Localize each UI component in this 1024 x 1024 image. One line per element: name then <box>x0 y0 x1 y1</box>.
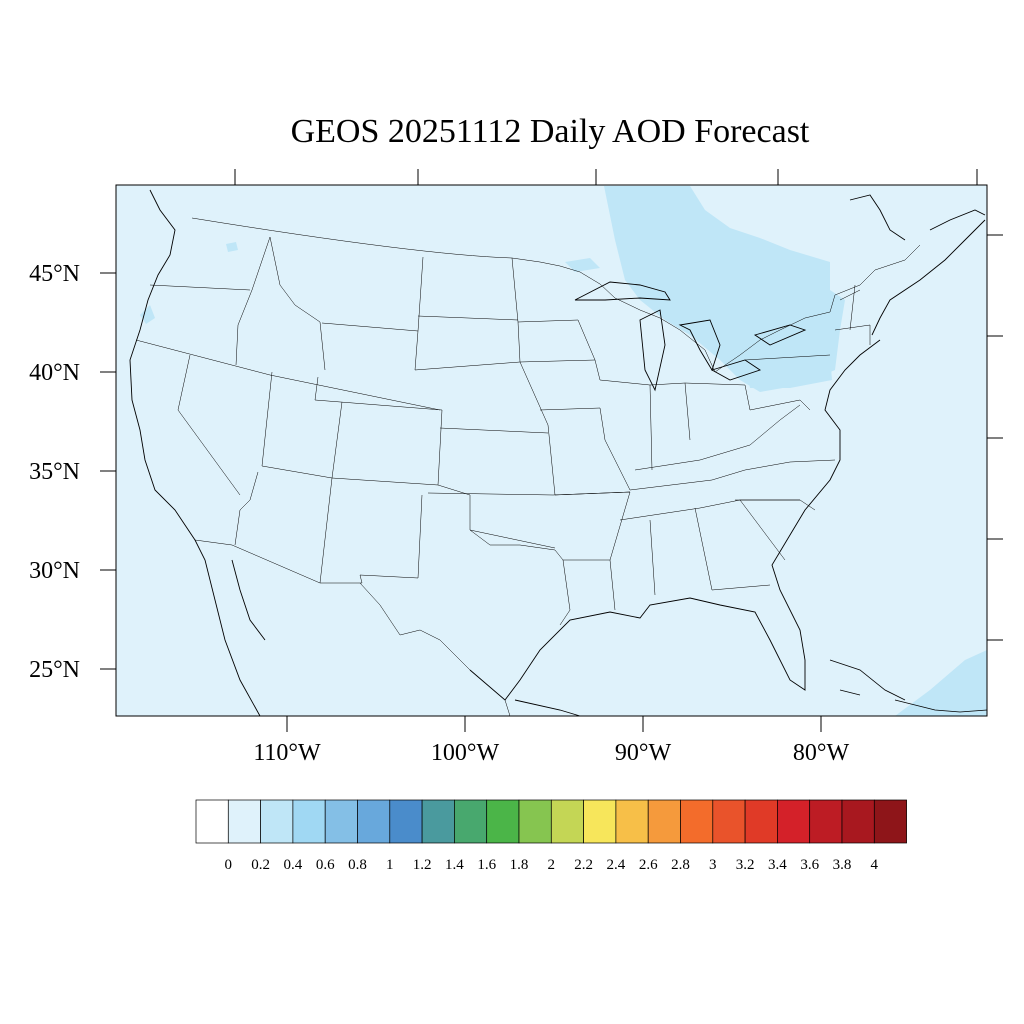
map-panel: 45°N 40°N 35°N 30°N 25°N 110°W 100°W 90°… <box>29 169 1003 766</box>
aod-plume-great-lakes <box>604 186 845 392</box>
colorbar-label: 0.2 <box>251 857 270 873</box>
colorbar-swatch <box>324 799 358 844</box>
colorbar-swatch <box>841 799 875 844</box>
colorbar-swatch <box>712 799 746 844</box>
lat-label-40: 40°N <box>29 360 80 386</box>
colorbar-label: 3.6 <box>800 857 819 873</box>
lon-label-100: 100°W <box>431 740 500 766</box>
colorbar-label: 4 <box>871 857 879 873</box>
bottom-ticks <box>286 716 822 732</box>
colorbar-swatch <box>260 799 294 844</box>
colorbar-swatch <box>615 799 649 844</box>
colorbar-label: 1 <box>386 857 394 873</box>
map-background <box>116 185 987 716</box>
lon-label-110: 110°W <box>253 740 321 766</box>
colorbar-swatch <box>292 799 326 844</box>
aod-plume-pennsylvania <box>745 355 832 388</box>
state-boundaries <box>135 217 921 717</box>
map-frame <box>115 184 988 717</box>
lon-label-80: 80°W <box>793 740 850 766</box>
colorbar-label: 2.8 <box>671 857 690 873</box>
colorbar-label: 1.6 <box>477 857 496 873</box>
colorbar-swatch <box>389 799 423 844</box>
lat-label-30: 30°N <box>29 558 80 584</box>
left-ticks <box>100 272 116 670</box>
colorbar-swatch <box>227 799 261 844</box>
colorbar-swatch <box>486 799 520 844</box>
colorbar-label: 2 <box>548 857 556 873</box>
colorbar-label: 2.6 <box>639 857 658 873</box>
lat-label-25: 25°N <box>29 657 80 683</box>
colorbar-swatch <box>454 799 488 844</box>
colorbar-swatch <box>777 799 811 844</box>
colorbar-label: 3.2 <box>736 857 755 873</box>
colorbar-label: 1.4 <box>445 857 464 873</box>
lon-label-90: 90°W <box>615 740 672 766</box>
colorbar-label: 2.4 <box>607 857 626 873</box>
colorbar-swatch <box>744 799 778 844</box>
colorbar-swatch <box>550 799 584 844</box>
colorbar-swatch <box>357 799 391 844</box>
aod-plume-pacific-nw <box>140 305 155 324</box>
islands <box>829 659 988 713</box>
colorbar-label: 0.8 <box>348 857 367 873</box>
colorbar-label: 1.8 <box>510 857 529 873</box>
colorbar: 0 0.2 0.4 0.6 0.8 1 1.2 1.4 1.6 1.8 2 2.2 2.4 2.6 2.8 3… <box>195 799 907 873</box>
colorbar-swatch <box>809 799 843 844</box>
colorbar-swatch <box>583 799 617 844</box>
colorbar-label: 3 <box>709 857 717 873</box>
colorbar-label: 0 <box>225 857 233 873</box>
top-ticks <box>234 169 978 185</box>
right-ticks <box>987 234 1003 641</box>
colorbar-label: 3.4 <box>768 857 787 873</box>
colorbar-label: 2.2 <box>574 857 593 873</box>
colorbar-swatch <box>518 799 552 844</box>
colorbar-label: 1.2 <box>413 857 432 873</box>
colorbar-swatch <box>421 799 455 844</box>
colorbar-swatch <box>680 799 714 844</box>
colorbar-swatch <box>195 799 229 844</box>
colorbar-label: 0.6 <box>316 857 335 873</box>
colorbar-swatch <box>873 799 907 844</box>
lat-label-45: 45°N <box>29 261 80 287</box>
aod-plume-caribbean <box>895 650 987 716</box>
aod-plume-idaho <box>226 242 238 252</box>
lat-label-35: 35°N <box>29 459 80 485</box>
coastlines <box>129 189 986 717</box>
colorbar-swatch <box>647 799 681 844</box>
colorbar-label: 3.8 <box>833 857 852 873</box>
colorbar-label: 0.4 <box>284 857 303 873</box>
figure-title: GEOS 20251112 Daily AOD Forecast <box>291 113 810 150</box>
aod-plume-lake-superior <box>565 258 600 272</box>
